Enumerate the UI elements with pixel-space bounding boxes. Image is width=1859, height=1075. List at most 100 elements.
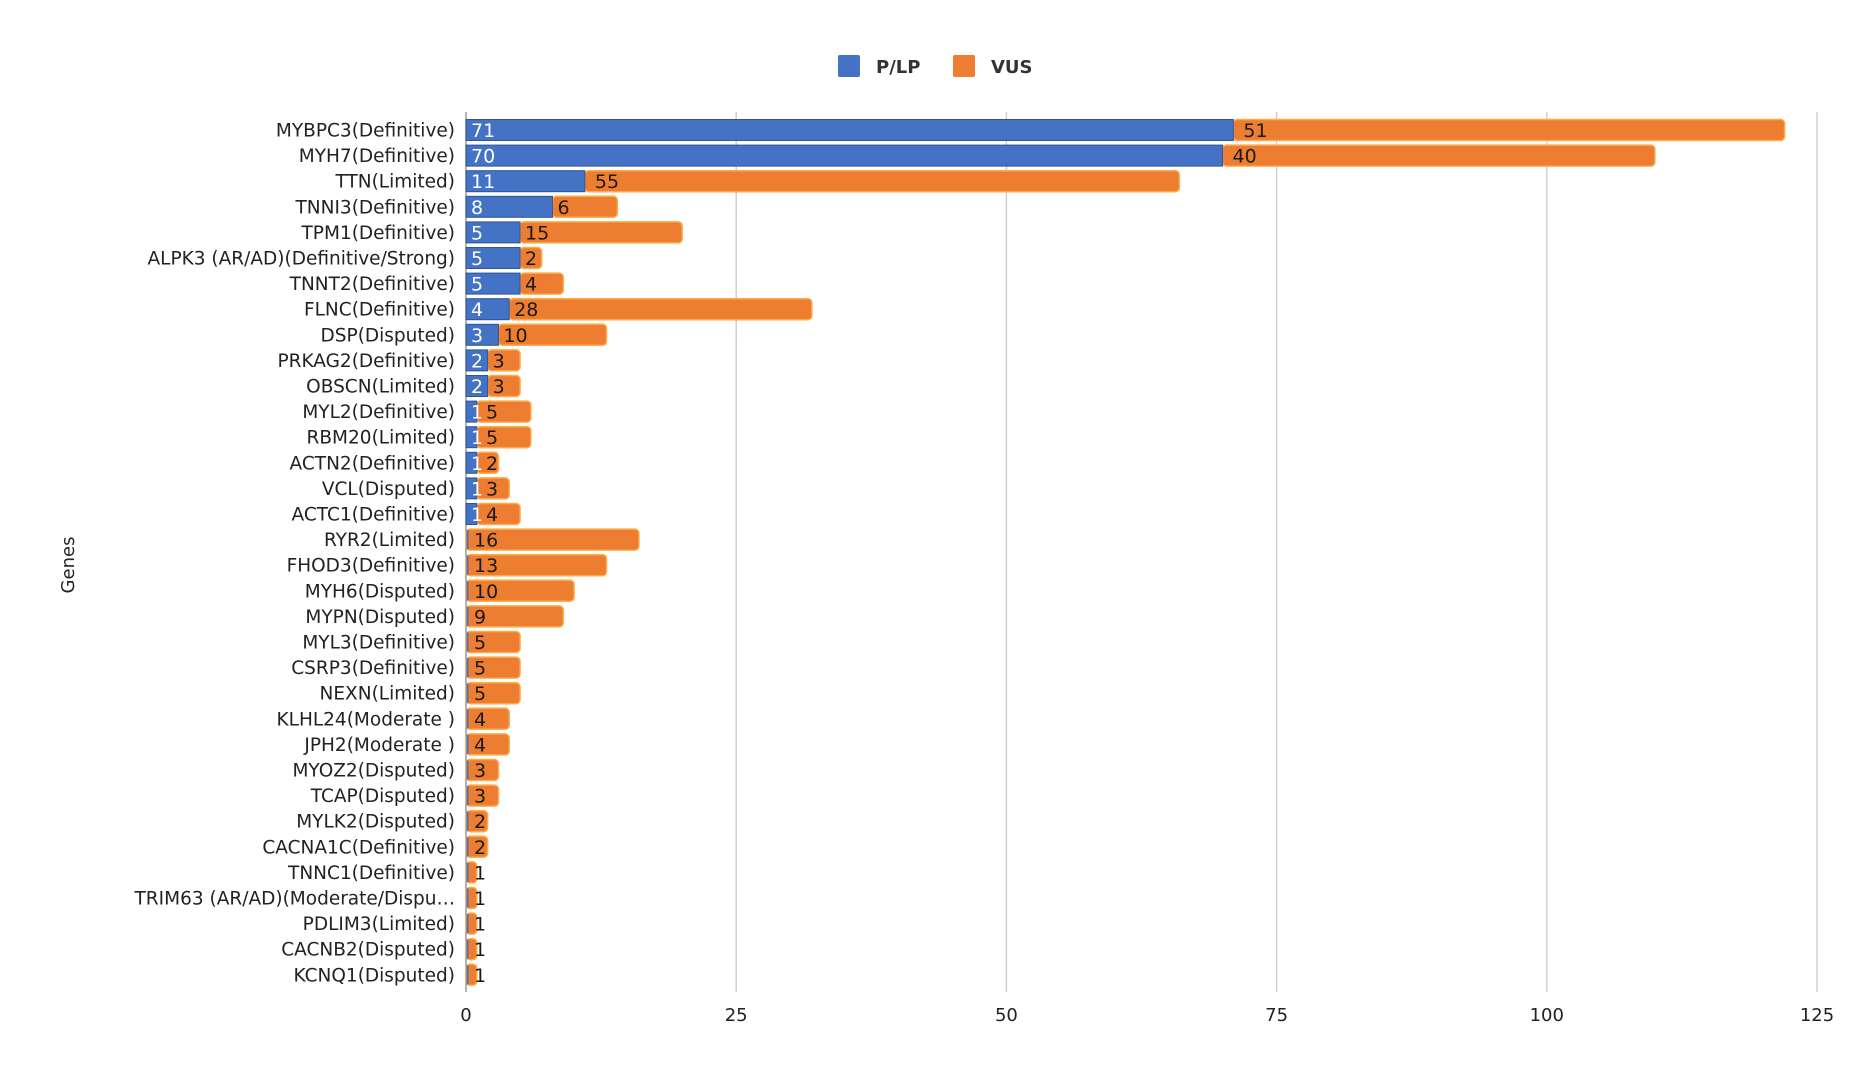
bar-plp	[465, 375, 489, 397]
bar-plp-zero	[466, 606, 469, 626]
category-label: CACNB2(Disputed)	[281, 940, 455, 961]
bar-plp	[465, 119, 1234, 141]
data-label-plp: 1	[471, 453, 483, 475]
data-label-vus: 1	[474, 939, 486, 961]
bar-plp	[465, 349, 489, 372]
data-label-vus: 3	[493, 350, 505, 372]
x-tick-labels: 0 25 50 75 100 125	[460, 1005, 1834, 1026]
bar-plp	[465, 221, 521, 244]
bar-vus	[476, 502, 521, 526]
bar-plp-zero	[466, 530, 469, 550]
bar-vus	[465, 553, 608, 577]
category-label: RYR2(Limited)	[324, 530, 455, 551]
bar-plp	[465, 451, 478, 474]
data-label-vus: 10	[474, 581, 498, 603]
data-label-vus: 5	[474, 658, 486, 680]
data-label-vus: 5	[486, 402, 498, 424]
category-labels: MYBPC3(Definitive) MYH7(Definitive) TTN(Li…	[134, 121, 456, 987]
category-label: TRIM63 (AR/AD)(Moderate/Dispu…	[134, 889, 456, 910]
data-label-plp: 5	[471, 222, 483, 244]
legend-swatch	[953, 55, 975, 77]
data-label-plp: 1	[471, 402, 483, 424]
category-label: KLHL24(Moderate )	[277, 709, 456, 730]
bar-plp-zero	[466, 914, 469, 934]
data-label-plp: 70	[471, 146, 495, 168]
category-label: TPM1(Definitive)	[301, 223, 456, 244]
bar-vus	[465, 579, 575, 603]
bars	[465, 118, 1786, 987]
data-label-vus: 9	[474, 606, 486, 628]
bar-plp-zero	[466, 683, 469, 703]
category-label: MYLK2(Disputed)	[296, 812, 455, 833]
data-label-plp: 11	[471, 171, 495, 193]
data-label-vus: 1	[474, 914, 486, 936]
data-label-vus: 2	[525, 248, 537, 270]
data-label-vus: 1	[474, 888, 486, 910]
legend-label: P/LP	[876, 57, 920, 78]
bar-vus	[465, 528, 640, 551]
bar-plp-zero	[466, 786, 469, 806]
bar-plp	[465, 426, 478, 449]
category-label: CSRP3(Definitive)	[291, 658, 455, 679]
bar-plp	[465, 477, 478, 500]
bar-plp	[465, 400, 478, 423]
data-label-vus: 4	[474, 734, 486, 756]
data-label-vus: 5	[474, 632, 486, 654]
data-label-plp: 8	[471, 197, 483, 219]
bar-vus	[465, 963, 478, 987]
category-label: CACNA1C(Definitive)	[262, 837, 455, 858]
category-label: TNNC1(Definitive)	[287, 863, 455, 884]
bar-vus	[465, 886, 478, 910]
data-label-plp: 2	[471, 376, 483, 398]
x-tick-label: 100	[1530, 1005, 1564, 1026]
bar-plp-zero	[466, 965, 469, 985]
bar-plp	[465, 272, 521, 295]
bar-vus	[465, 707, 510, 731]
bar-plp-zero	[466, 837, 469, 857]
data-label-plp: 2	[471, 350, 483, 372]
bar-plp-zero	[466, 734, 469, 754]
data-label-vus: 6	[557, 197, 569, 219]
x-tick-label: 75	[1265, 1005, 1288, 1026]
bar-vus	[465, 656, 521, 679]
data-label-vus: 1	[474, 965, 486, 987]
data-label-vus: 3	[486, 478, 498, 500]
data-label-plp: 5	[471, 248, 483, 270]
category-label: MYH6(Disputed)	[305, 581, 455, 602]
bar-vus	[465, 835, 489, 859]
bar-plp	[465, 247, 521, 269]
bar-plp-zero	[466, 658, 469, 678]
data-label-plp: 1	[471, 504, 483, 526]
bar-vus	[465, 809, 489, 833]
data-label-vus: 55	[595, 171, 619, 193]
bar-vus	[465, 861, 478, 884]
category-label: KCNQ1(Disputed)	[293, 965, 455, 986]
bar-vus	[508, 297, 813, 321]
bar-plp	[465, 503, 478, 525]
data-label-vus: 3	[493, 376, 505, 398]
bar-plp	[465, 170, 586, 193]
bar-vus	[465, 912, 478, 935]
category-label: MYPN(Disputed)	[305, 607, 455, 628]
x-tick-label: 0	[460, 1005, 471, 1026]
gridlines	[465, 112, 1818, 992]
data-label-vus: 51	[1243, 120, 1267, 142]
bar-plp-zero	[466, 709, 469, 729]
category-label: TNNT2(Definitive)	[289, 274, 455, 295]
x-tick-label: 50	[995, 1005, 1018, 1026]
bar-vus	[465, 605, 565, 628]
bar-vus	[465, 758, 500, 782]
data-label-vus: 15	[525, 222, 549, 244]
category-label: PDLIM3(Limited)	[303, 914, 455, 935]
category-label: RBM20(Limited)	[307, 428, 455, 449]
legend: P/LP VUS	[838, 55, 1033, 78]
category-label: MYL3(Definitive)	[302, 633, 455, 654]
bar-plp	[465, 298, 510, 321]
data-label-vus: 2	[474, 811, 486, 833]
category-label: ACTN2(Definitive)	[290, 453, 455, 474]
category-label: PRKAG2(Definitive)	[277, 351, 455, 372]
x-tick-label: 125	[1800, 1005, 1834, 1026]
x-tick-label: 25	[725, 1005, 748, 1026]
